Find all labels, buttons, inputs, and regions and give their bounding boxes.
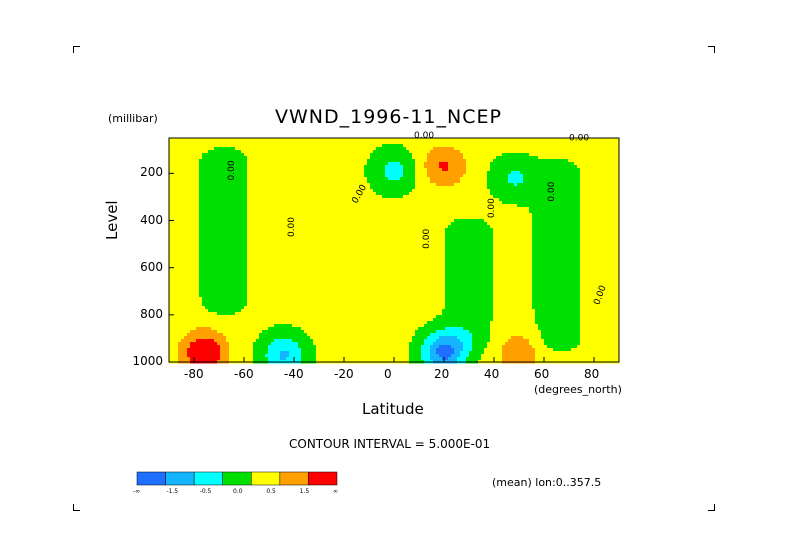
x-tick-label: 20 — [434, 367, 450, 381]
x-tick-label: -80 — [184, 367, 204, 381]
colorbar-swatch — [251, 471, 281, 486]
colorbar-label: 1.5 — [299, 488, 310, 495]
colorbar-swatch — [165, 471, 195, 486]
colorbar-label: -0.5 — [199, 488, 212, 495]
contour-label: 0.00 — [287, 217, 297, 237]
y-tick-label: 800 — [140, 306, 163, 321]
colorbar-swatch — [193, 471, 223, 486]
contour-label: 0.00 — [487, 198, 497, 218]
x-tick-label: -20 — [334, 367, 354, 381]
colorbar-label: -1.5 — [166, 488, 179, 495]
crop-mark-bottom-right — [708, 504, 715, 511]
x-tick-label: 40 — [484, 367, 500, 381]
crop-mark-top-right — [708, 46, 715, 53]
contour-fill — [169, 138, 620, 364]
contour-label: 0.00 — [547, 181, 557, 201]
contour-label: 0.00 — [227, 160, 237, 180]
colorbar-swatch — [222, 471, 252, 486]
y-tick-label: 1000 — [132, 354, 163, 368]
colorbar-label: 0.0 — [233, 488, 243, 495]
contour-label: 0.00 — [569, 133, 589, 143]
y-axis-unit: (millibar) — [108, 112, 158, 125]
colorbar-swatch — [308, 471, 338, 486]
x-tick-label: -40 — [284, 367, 304, 381]
x-tick-label: -60 — [234, 367, 254, 381]
colorbar-swatch — [279, 471, 309, 486]
contour-label: 0.00 — [414, 131, 434, 141]
y-tick-label: 400 — [140, 212, 163, 227]
chart-title: VWND_1996-11_NCEP — [275, 106, 502, 128]
colorbar-swatch — [136, 471, 166, 486]
contour-label: 0.00 — [422, 229, 432, 249]
contour-interval: CONTOUR INTERVAL = 5.000E-01 — [289, 437, 491, 451]
colorbar-label: 0.5 — [266, 488, 276, 495]
crop-mark-top-left — [73, 46, 80, 53]
x-axis-label: Latitude — [362, 400, 424, 418]
x-tick-label: 80 — [584, 367, 600, 381]
x-tick-label: 0 — [384, 367, 392, 381]
colorbar-label: -∞ — [133, 488, 141, 495]
y-tick-label: 600 — [140, 259, 163, 274]
colorbar-label: ∞ — [333, 488, 338, 495]
crop-mark-bottom-left — [73, 504, 80, 511]
y-tick-label: 200 — [140, 165, 163, 180]
mean-label: (mean) lon:0..357.5 — [492, 476, 602, 489]
x-tick-label: 60 — [534, 367, 550, 381]
x-axis-unit: (degrees_north) — [534, 383, 622, 396]
